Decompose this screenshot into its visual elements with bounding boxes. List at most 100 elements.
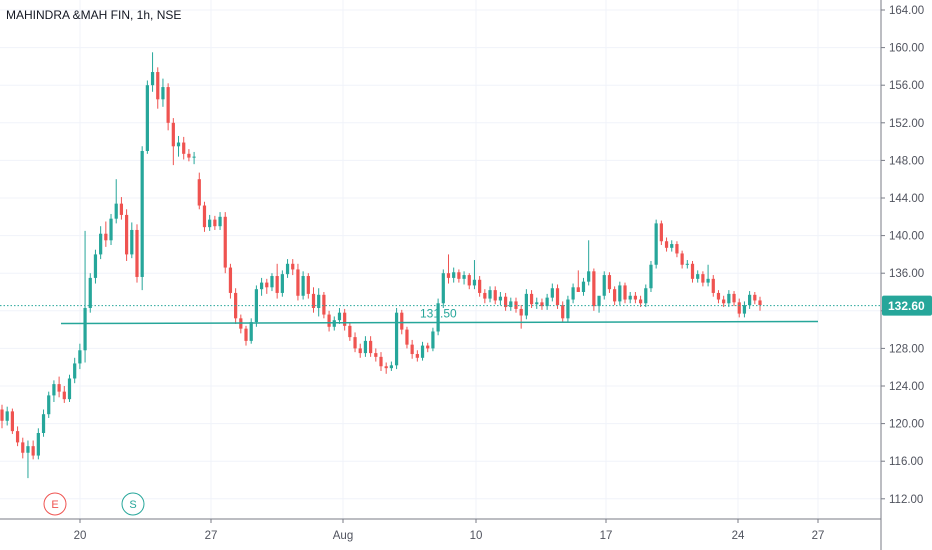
event-marker-label: S — [129, 499, 136, 511]
candle — [659, 220, 663, 245]
candle — [566, 295, 570, 323]
candle-body — [659, 223, 663, 242]
candle — [67, 374, 72, 402]
candle-body — [716, 292, 721, 300]
y-tick-label: 128.00 — [889, 343, 924, 355]
candle — [571, 283, 575, 304]
candle-body — [441, 273, 445, 304]
candle-body — [571, 287, 575, 300]
candle-body — [73, 363, 77, 379]
candle-body — [581, 281, 586, 292]
candle-body — [36, 433, 40, 456]
candle-body — [597, 295, 601, 307]
candle — [239, 314, 243, 334]
candle-body — [483, 292, 487, 299]
candle-body — [353, 337, 357, 349]
y-tick-label: 148.00 — [889, 155, 924, 167]
candle — [99, 226, 103, 260]
candle-body — [706, 278, 710, 283]
candle — [285, 259, 290, 278]
candle — [685, 260, 689, 269]
candle — [197, 172, 201, 210]
candle-body — [213, 219, 217, 227]
candle-body — [493, 290, 497, 301]
candle-body — [244, 328, 248, 341]
candle — [737, 298, 741, 318]
event-marker-label: E — [51, 499, 58, 511]
x-tick-label: 17 — [600, 530, 613, 542]
candle — [628, 292, 632, 304]
candle — [0, 404, 4, 429]
candle — [124, 209, 129, 261]
candle — [701, 271, 705, 287]
candle — [73, 357, 77, 384]
candle — [555, 284, 560, 309]
candle — [389, 361, 393, 371]
candle-body — [171, 122, 175, 147]
candle-body — [327, 314, 331, 327]
candle — [493, 286, 497, 305]
candle-body — [249, 322, 253, 341]
candle — [322, 292, 326, 319]
candle — [742, 301, 747, 318]
candle-body — [119, 203, 124, 215]
candle-body — [150, 72, 155, 86]
candle-body — [524, 293, 528, 316]
candle — [472, 260, 477, 290]
candle — [753, 292, 757, 305]
candle-body — [358, 348, 362, 354]
candle — [26, 440, 30, 479]
candle-body — [545, 297, 549, 307]
candle — [104, 221, 108, 247]
candle — [457, 269, 461, 283]
candle-body — [607, 275, 612, 290]
candle-body — [135, 229, 139, 277]
event-marker-e[interactable]: E — [43, 492, 67, 516]
level-line[interactable] — [60, 320, 819, 325]
candle — [561, 301, 565, 323]
candle — [62, 386, 66, 403]
candle — [78, 343, 82, 370]
y-tick-label: 152.00 — [889, 118, 924, 130]
candle — [540, 298, 544, 310]
candle — [716, 290, 721, 304]
candle — [623, 282, 627, 304]
candle-body — [503, 296, 508, 308]
candle — [301, 271, 305, 300]
candle — [420, 341, 425, 361]
candle-body — [664, 241, 669, 248]
candle — [41, 409, 46, 437]
candle — [379, 352, 383, 371]
candle — [202, 201, 207, 232]
candle-body — [348, 325, 352, 338]
candle-body — [628, 295, 632, 300]
candles — [0, 52, 762, 479]
candle — [343, 308, 347, 331]
candle — [166, 83, 170, 131]
last-price-badge: 132.60 — [882, 295, 932, 316]
candle-body — [457, 272, 461, 279]
candle — [581, 277, 586, 296]
candle — [613, 286, 617, 306]
candle-body — [488, 290, 492, 299]
last-price-label: 132.60 — [888, 299, 925, 313]
candle — [654, 219, 658, 269]
candle — [265, 278, 269, 294]
candle-body — [47, 395, 51, 415]
candle — [545, 293, 549, 310]
candle-body — [649, 264, 653, 289]
candle — [431, 327, 435, 352]
candle — [529, 290, 534, 308]
candle — [587, 240, 591, 286]
candle — [223, 212, 227, 274]
y-tick-label: 144.00 — [889, 193, 924, 205]
candle-body — [285, 263, 290, 275]
candle — [119, 197, 124, 220]
candle-body — [130, 229, 134, 255]
candle-body — [21, 442, 25, 453]
candle-body — [166, 87, 170, 123]
event-marker-s[interactable]: S — [121, 492, 145, 516]
candle-body — [99, 233, 103, 255]
candle-body — [462, 275, 466, 279]
